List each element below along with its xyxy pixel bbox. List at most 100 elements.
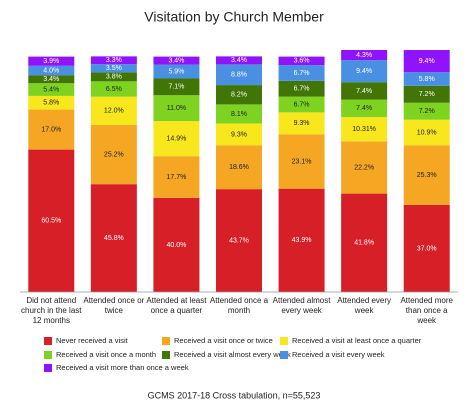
value-label: 3.5% bbox=[106, 65, 122, 72]
legend-swatch bbox=[280, 337, 288, 345]
legend-label: Received a visit once or twice bbox=[174, 336, 273, 345]
bar-segment bbox=[90, 184, 137, 292]
value-label: 12.0% bbox=[104, 108, 124, 115]
bar-segment bbox=[28, 56, 75, 66]
value-label: 5.8% bbox=[419, 76, 435, 83]
legend-label: Received a visit almost every week bbox=[174, 350, 291, 359]
bar-segment bbox=[216, 104, 262, 124]
bar-segment bbox=[278, 188, 325, 292]
value-label: 7.2% bbox=[419, 91, 435, 98]
bar-segment bbox=[278, 80, 325, 97]
value-label: 6.7% bbox=[294, 86, 310, 93]
bar-segment bbox=[403, 102, 450, 120]
value-label: 3.4% bbox=[231, 57, 247, 64]
bar-segment bbox=[278, 134, 325, 189]
legend-label: Received a visit every week bbox=[292, 350, 385, 359]
value-label: 45.8% bbox=[104, 235, 124, 242]
legend-label: Received a visit more than once a week bbox=[56, 363, 189, 372]
bar-segment bbox=[403, 85, 450, 103]
bar-segment bbox=[153, 78, 200, 96]
bar-segment bbox=[341, 60, 388, 83]
value-label: 25.2% bbox=[104, 151, 124, 158]
bar-segment bbox=[28, 65, 75, 76]
value-label: 43.7% bbox=[229, 237, 249, 244]
bar-segment bbox=[153, 121, 200, 157]
value-label: 5.4% bbox=[43, 86, 59, 93]
bar-segment bbox=[216, 189, 262, 292]
value-label: 9.3% bbox=[231, 131, 247, 138]
bar-segment bbox=[403, 145, 450, 205]
bar-segment bbox=[403, 72, 450, 86]
value-label: 17.7% bbox=[166, 174, 186, 181]
bar-segment bbox=[216, 56, 262, 65]
value-label: 4.3% bbox=[356, 52, 372, 59]
bar-segment bbox=[28, 149, 75, 292]
bar-segment bbox=[341, 193, 388, 292]
value-label: 4.0% bbox=[43, 67, 59, 74]
x-tick-label: Attended at least once a quarter bbox=[146, 296, 207, 315]
x-tick-label: Attended almost every week bbox=[272, 296, 331, 315]
bar-segment bbox=[341, 99, 388, 118]
chart-title: Visitation by Church Member bbox=[144, 9, 324, 25]
bar-segment bbox=[28, 95, 75, 110]
value-label: 6.7% bbox=[294, 101, 310, 108]
legend-label: Received a visit once a month bbox=[56, 350, 156, 359]
bar-segment bbox=[216, 85, 262, 105]
bar-segment bbox=[28, 75, 75, 84]
value-label: 37.0% bbox=[417, 245, 437, 252]
bar-segment bbox=[90, 124, 137, 185]
bar-segment bbox=[28, 83, 75, 96]
value-label: 14.9% bbox=[166, 135, 186, 142]
bar-segment bbox=[403, 204, 450, 292]
value-label: 9.4% bbox=[419, 58, 435, 65]
value-label: 11.0% bbox=[167, 105, 186, 112]
legend-swatch bbox=[162, 351, 170, 359]
bar-segment bbox=[90, 72, 137, 82]
bar-segment bbox=[403, 119, 450, 146]
x-tick-label: Did not attend church in the last 12 mon… bbox=[21, 296, 82, 325]
chart-note: GCMS 2017-18 Cross tabulation, n=55,523 bbox=[148, 390, 321, 400]
legend-swatch bbox=[44, 337, 52, 345]
bar-segment bbox=[216, 123, 262, 146]
legend-label: Never received a visit bbox=[56, 336, 129, 345]
bar-segment bbox=[278, 65, 325, 81]
bar-segment bbox=[153, 156, 200, 198]
value-label: 5.8% bbox=[43, 100, 59, 107]
value-label: 10.9% bbox=[417, 129, 437, 136]
value-label: 3.3% bbox=[106, 57, 122, 64]
x-tick-label: Attended more than once a week bbox=[400, 296, 453, 325]
bar-segment bbox=[153, 64, 200, 79]
value-label: 9.4% bbox=[356, 68, 372, 75]
value-label: 3.6% bbox=[294, 58, 310, 65]
bar-segment bbox=[153, 197, 200, 292]
value-label: 3.4% bbox=[168, 57, 184, 64]
bar-segment bbox=[341, 50, 388, 61]
bar-segment bbox=[278, 112, 325, 135]
bar-segment bbox=[153, 95, 200, 122]
value-label: 3.4% bbox=[43, 76, 59, 83]
value-label: 43.9% bbox=[292, 237, 312, 244]
value-label: 10.31% bbox=[352, 126, 376, 133]
value-label: 22.2% bbox=[354, 164, 374, 171]
bar-segment bbox=[90, 96, 137, 125]
bar-segment bbox=[341, 82, 388, 100]
value-label: 8.2% bbox=[231, 92, 247, 99]
legend-swatch bbox=[280, 351, 288, 359]
bar-segment bbox=[90, 64, 137, 73]
value-label: 3.8% bbox=[106, 74, 122, 81]
legend-label: Received a visit at least once a quarter bbox=[292, 336, 422, 345]
value-label: 25.3% bbox=[417, 172, 437, 179]
value-label: 23.1% bbox=[292, 158, 312, 165]
bar-segment bbox=[216, 145, 262, 190]
value-label: 7.1% bbox=[168, 84, 184, 91]
bar-segment bbox=[278, 96, 325, 113]
x-tick-label: Attended once or twice bbox=[83, 296, 145, 315]
bar-segment bbox=[153, 56, 200, 65]
value-label: 7.4% bbox=[356, 105, 372, 112]
legend-swatch bbox=[162, 337, 170, 345]
bar-segment bbox=[341, 141, 388, 194]
value-label: 3.9% bbox=[43, 58, 59, 65]
value-label: 8.8% bbox=[231, 72, 247, 79]
